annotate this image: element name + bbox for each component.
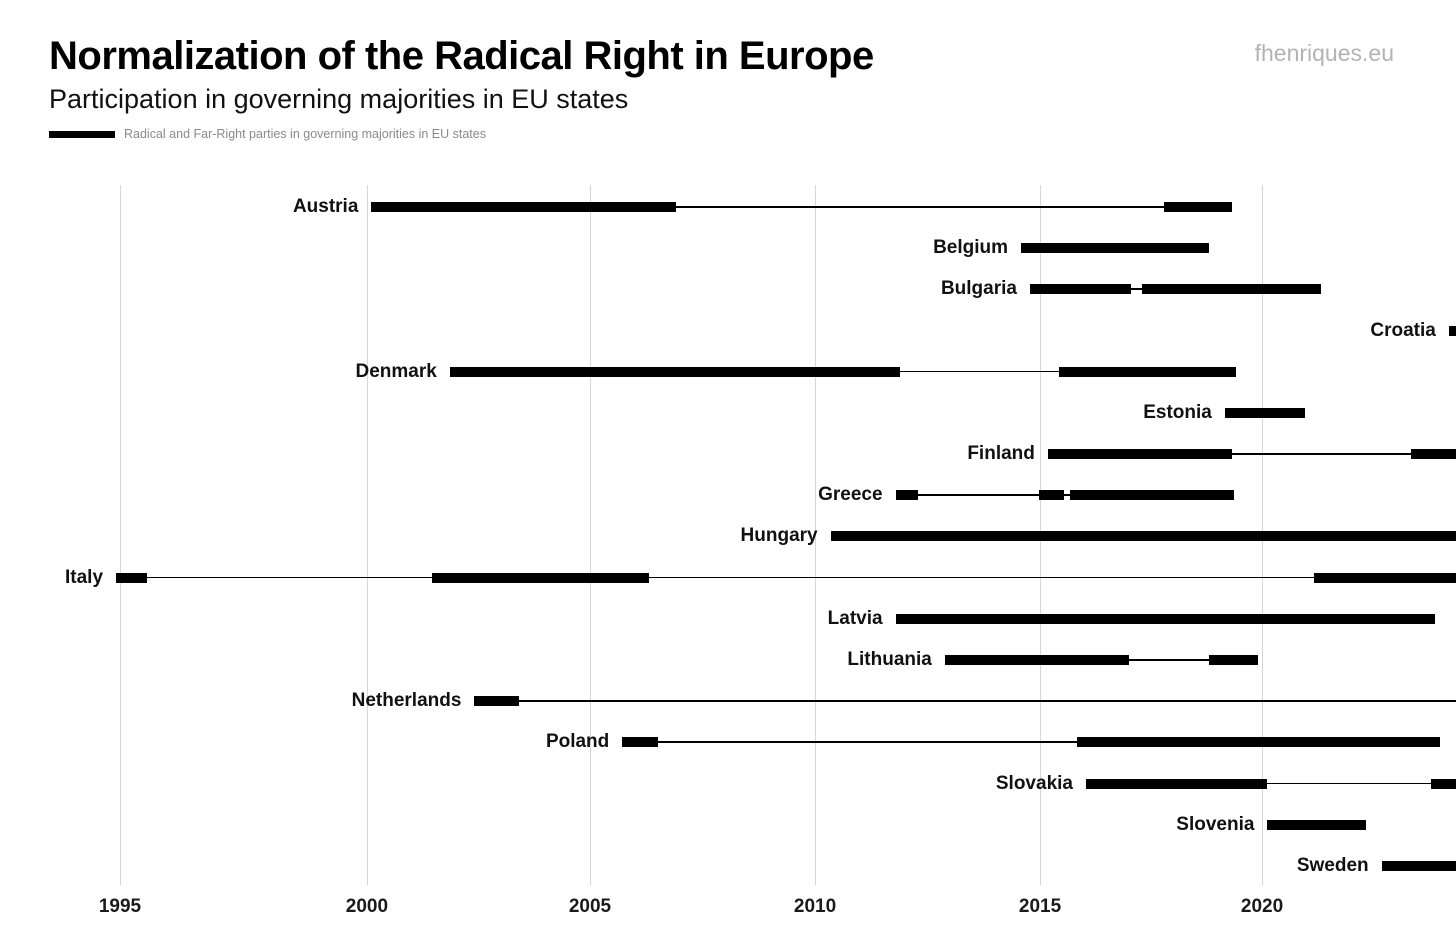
government-period-bar	[1430, 778, 1456, 789]
country-row-estonia: Estonia	[0, 402, 1456, 423]
government-period-bar	[1021, 243, 1210, 254]
tick-label-1995: 1995	[98, 896, 142, 917]
country-row-lithuania: Lithuania	[0, 649, 1456, 670]
country-row-finland: Finland	[0, 443, 1456, 464]
government-period-bar	[622, 737, 659, 748]
country-row-netherlands: Netherlands	[0, 690, 1456, 711]
country-row-poland: Poland	[0, 731, 1456, 752]
government-period-bar	[431, 572, 650, 583]
country-row-latvia: Latvia	[0, 608, 1456, 629]
government-period-bar	[1070, 490, 1234, 501]
country-label: Bulgaria	[940, 278, 1017, 300]
legend: Radical and Far-Right parties in governi…	[49, 127, 486, 141]
country-label: Netherlands	[351, 690, 462, 712]
page-title: Normalization of the Radical Right in Eu…	[49, 34, 874, 78]
country-label: Denmark	[355, 360, 437, 382]
timeline-connector	[1047, 453, 1456, 455]
country-row-denmark: Denmark	[0, 361, 1456, 382]
government-period-bar	[895, 490, 918, 501]
legend-swatch	[49, 130, 115, 138]
government-period-bar	[830, 531, 1456, 542]
country-row-greece: Greece	[0, 484, 1456, 505]
timeline-connector	[895, 494, 1234, 496]
government-period-bar	[1085, 778, 1268, 789]
timeline-connector	[1085, 782, 1456, 785]
tick-label-2020: 2020	[1240, 896, 1284, 917]
government-period-bar	[1029, 284, 1131, 295]
x-axis: 1995 2000 2005 2010 2015 2020	[0, 896, 1456, 926]
country-row-austria: Austria	[0, 196, 1456, 217]
government-period-bar	[449, 366, 901, 377]
country-label: Hungary	[740, 525, 818, 547]
country-row-slovakia: Slovakia	[0, 773, 1456, 794]
legend-label: Radical and Far-Right parties in governi…	[124, 127, 486, 141]
country-row-slovenia: Slovenia	[0, 814, 1456, 835]
government-period-bar	[1077, 737, 1440, 748]
country-label: Croatia	[1370, 319, 1436, 341]
government-period-bar	[1038, 490, 1064, 501]
government-period-bar	[474, 696, 520, 707]
government-period-bar	[1209, 654, 1259, 665]
gridline-2000	[366, 185, 368, 885]
timeline-connector	[371, 206, 1232, 208]
timeline-connector	[116, 576, 1456, 579]
country-label: Slovakia	[995, 772, 1073, 794]
government-period-bar	[1410, 449, 1456, 460]
country-label: Greece	[818, 484, 883, 506]
government-period-bar	[1314, 572, 1456, 583]
country-label: Italy	[65, 566, 104, 588]
country-row-sweden: Sweden	[0, 855, 1456, 876]
country-label: Sweden	[1296, 854, 1369, 876]
timeline-connector	[622, 741, 1440, 743]
country-row-bulgaria: Bulgaria	[0, 278, 1456, 299]
timeline-plot-area: Austria Belgium Bulgaria Croatia Denmark Esto…	[0, 185, 1456, 885]
country-row-belgium: Belgium	[0, 237, 1456, 258]
gridline-2010	[815, 185, 817, 885]
tick-label-2010: 2010	[793, 896, 837, 917]
country-label: Finland	[967, 443, 1035, 465]
government-period-bar	[1224, 407, 1306, 418]
country-row-italy: Italy	[0, 567, 1456, 588]
country-row-croatia: Croatia	[0, 320, 1456, 341]
gridline-1995	[119, 185, 121, 885]
government-period-bar	[895, 613, 1436, 624]
country-label: Belgium	[933, 237, 1009, 259]
government-period-bar	[116, 572, 148, 583]
watermark-url: fhenriques.eu	[1254, 40, 1394, 66]
gridline-2005	[589, 185, 591, 885]
government-period-bar	[371, 202, 677, 212]
government-period-bar	[1047, 449, 1232, 460]
country-label: Estonia	[1143, 401, 1212, 423]
tick-label-2015: 2015	[1018, 896, 1062, 917]
government-period-bar	[1059, 366, 1237, 377]
government-period-bar	[1141, 284, 1322, 295]
government-period-bar	[1448, 325, 1456, 336]
country-label: Poland	[545, 731, 610, 753]
country-label: Austria	[292, 196, 359, 217]
government-period-bar	[944, 654, 1129, 665]
country-label: Slovenia	[1176, 813, 1255, 835]
government-period-bar	[1164, 202, 1232, 212]
tick-label-2000: 2000	[345, 896, 389, 917]
country-label: Latvia	[827, 607, 883, 629]
country-row-hungary: Hungary	[0, 525, 1456, 546]
country-label: Lithuania	[847, 648, 932, 670]
page-subtitle: Participation in governing majorities in…	[49, 84, 629, 114]
timeline-connector	[474, 700, 1456, 702]
government-period-bar	[1381, 860, 1456, 871]
government-period-bar	[1267, 819, 1366, 830]
tick-label-2005: 2005	[568, 896, 612, 917]
